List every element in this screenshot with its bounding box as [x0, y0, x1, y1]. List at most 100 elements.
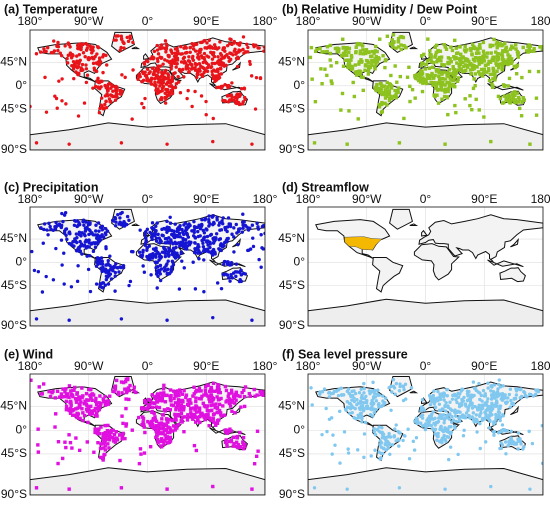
- station: [426, 76, 430, 80]
- station: [119, 380, 124, 384]
- station: [94, 260, 99, 264]
- station: [476, 47, 480, 52]
- station: [433, 397, 437, 401]
- station: [354, 45, 358, 49]
- station: [500, 66, 504, 71]
- lon-tick-label: 90°E: [193, 192, 219, 206]
- station: [160, 250, 165, 254]
- station: [498, 96, 503, 101]
- station: [440, 80, 445, 84]
- station: [494, 50, 498, 54]
- station: [350, 66, 355, 71]
- station: [472, 46, 477, 50]
- station: [48, 394, 53, 399]
- station: [158, 55, 162, 59]
- station: [177, 231, 182, 236]
- station: [201, 228, 205, 233]
- station: [168, 439, 173, 443]
- station: [77, 232, 81, 237]
- station: [403, 382, 408, 386]
- station: [362, 381, 366, 386]
- station: [231, 98, 236, 103]
- station: [363, 51, 368, 56]
- station: [346, 58, 350, 62]
- station: [154, 73, 158, 78]
- station: [443, 426, 447, 430]
- station: [165, 420, 169, 424]
- station: [366, 72, 371, 76]
- station: [106, 282, 111, 286]
- station: [155, 399, 159, 403]
- station: [387, 443, 392, 447]
- station: [92, 408, 96, 413]
- station: [246, 45, 250, 50]
- station: [78, 403, 82, 407]
- station: [472, 66, 476, 71]
- station: [516, 447, 520, 451]
- lon-tick-label: 0°: [142, 192, 154, 206]
- lat-tick-label: 0°: [16, 255, 28, 269]
- station: [471, 42, 475, 47]
- station: [386, 446, 390, 450]
- station: [155, 269, 159, 274]
- station: [63, 440, 67, 444]
- station: [84, 80, 89, 85]
- station: [162, 226, 166, 231]
- station: [159, 444, 163, 448]
- station: [149, 77, 154, 82]
- station: [360, 420, 364, 424]
- station: [387, 92, 392, 96]
- station: [343, 58, 348, 62]
- station: [214, 402, 218, 406]
- station: [219, 72, 224, 76]
- station: [191, 47, 196, 51]
- station: [160, 71, 164, 76]
- station: [56, 440, 61, 444]
- station: [528, 487, 532, 491]
- station: [168, 408, 172, 412]
- station: [235, 435, 239, 440]
- station: [329, 392, 334, 396]
- station: [181, 244, 185, 249]
- station: [177, 67, 182, 72]
- station: [372, 430, 376, 434]
- station: [472, 63, 476, 68]
- station: [318, 390, 322, 394]
- station: [226, 236, 230, 241]
- station: [500, 423, 505, 427]
- station: [71, 239, 76, 244]
- station: [446, 435, 451, 439]
- station: [156, 70, 160, 74]
- station: [173, 424, 178, 429]
- station: [250, 223, 255, 227]
- station: [336, 47, 340, 51]
- station: [101, 437, 105, 441]
- station: [161, 46, 165, 50]
- station: [47, 389, 51, 394]
- station: [488, 410, 492, 414]
- station: [241, 47, 245, 52]
- station: [186, 59, 191, 63]
- station: [471, 380, 476, 384]
- station: [225, 442, 229, 446]
- station: [397, 45, 401, 49]
- station: [430, 65, 435, 69]
- station: [443, 70, 447, 74]
- station: [449, 84, 453, 88]
- station: [101, 446, 106, 450]
- station: [137, 461, 142, 466]
- station: [158, 398, 162, 403]
- station: [374, 407, 378, 412]
- station: [118, 92, 122, 96]
- station: [93, 245, 98, 250]
- station: [207, 220, 211, 224]
- station: [148, 444, 153, 449]
- station: [105, 84, 110, 88]
- station: [167, 417, 172, 422]
- station: [187, 403, 191, 407]
- station: [486, 67, 491, 71]
- lon-tick-label: 180°: [296, 359, 321, 373]
- station: [71, 394, 75, 399]
- station: [381, 394, 385, 398]
- station: [130, 117, 134, 121]
